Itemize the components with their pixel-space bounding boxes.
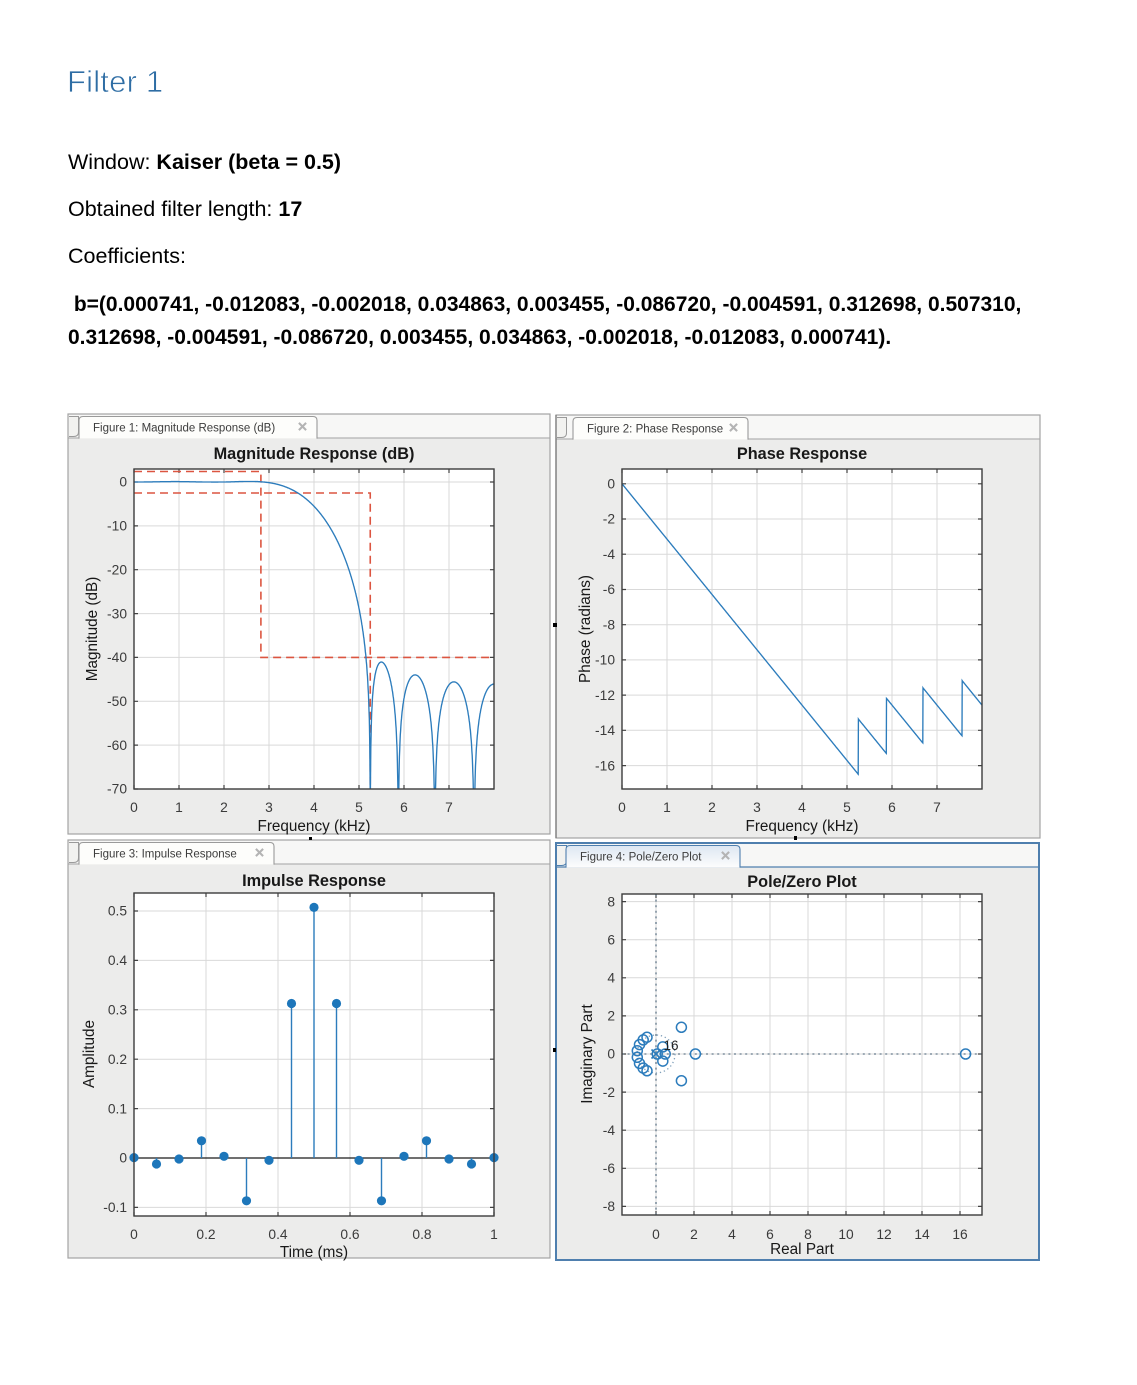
svg-text:-70: -70 xyxy=(107,782,127,797)
svg-text:-2: -2 xyxy=(603,512,615,527)
svg-text:2: 2 xyxy=(690,1227,698,1242)
svg-text:Figure 1: Magnitude Response (: Figure 1: Magnitude Response (dB) xyxy=(93,423,275,435)
svg-text:Figure 3: Impulse Response: Figure 3: Impulse Response xyxy=(93,849,237,861)
svg-text:Frequency (kHz): Frequency (kHz) xyxy=(257,818,370,835)
svg-text:7: 7 xyxy=(933,800,941,815)
svg-text:-2: -2 xyxy=(603,1085,615,1100)
svg-text:2: 2 xyxy=(607,1009,615,1024)
svg-text:14: 14 xyxy=(914,1227,930,1242)
svg-text:-4: -4 xyxy=(603,547,616,562)
svg-text:-4: -4 xyxy=(603,1123,616,1138)
svg-text:-50: -50 xyxy=(107,694,127,709)
svg-text:Impulse Response: Impulse Response xyxy=(242,872,386,890)
svg-text:0: 0 xyxy=(652,1227,660,1242)
svg-text:-6: -6 xyxy=(603,1161,616,1176)
svg-text:-40: -40 xyxy=(107,650,127,665)
svg-text:-12: -12 xyxy=(595,688,615,703)
svg-text:0.4: 0.4 xyxy=(108,953,128,968)
svg-text:0.6: 0.6 xyxy=(340,1227,360,1242)
svg-text:10: 10 xyxy=(838,1227,854,1242)
svg-text:6: 6 xyxy=(888,800,896,815)
svg-text:-6: -6 xyxy=(603,582,616,597)
svg-text:0: 0 xyxy=(607,477,615,492)
svg-text:5: 5 xyxy=(355,800,363,815)
svg-text:Pole/Zero Plot: Pole/Zero Plot xyxy=(747,873,857,891)
svg-text:-20: -20 xyxy=(107,562,127,577)
svg-text:7: 7 xyxy=(445,800,453,815)
svg-text:-10: -10 xyxy=(107,519,127,534)
svg-text:0: 0 xyxy=(607,1047,615,1062)
svg-text:0: 0 xyxy=(119,475,127,490)
svg-text:1: 1 xyxy=(663,800,671,815)
svg-text:-30: -30 xyxy=(107,606,127,621)
svg-text:Amplitude: Amplitude xyxy=(81,1020,98,1088)
svg-text:4: 4 xyxy=(798,800,806,815)
svg-text:Figure 4: Pole/Zero Plot: Figure 4: Pole/Zero Plot xyxy=(580,852,702,864)
svg-text:16: 16 xyxy=(664,1038,679,1053)
svg-text:-14: -14 xyxy=(595,723,615,738)
svg-text:Time (ms): Time (ms) xyxy=(280,1244,348,1261)
svg-text:0: 0 xyxy=(119,1151,127,1166)
svg-text:0.2: 0.2 xyxy=(196,1227,215,1242)
svg-text:6: 6 xyxy=(766,1227,774,1242)
svg-text:0.4: 0.4 xyxy=(268,1227,288,1242)
svg-text:Imaginary Part: Imaginary Part xyxy=(579,1004,596,1104)
svg-text:6: 6 xyxy=(400,800,408,815)
svg-text:1: 1 xyxy=(490,1227,498,1242)
svg-text:3: 3 xyxy=(265,800,273,815)
svg-text:0.3: 0.3 xyxy=(108,1003,128,1018)
svg-text:Phase (radians): Phase (radians) xyxy=(577,575,594,683)
svg-text:2: 2 xyxy=(708,800,716,815)
svg-text:0.5: 0.5 xyxy=(108,904,128,919)
svg-text:2: 2 xyxy=(220,800,228,815)
svg-text:4: 4 xyxy=(310,800,318,815)
svg-text:Phase Response: Phase Response xyxy=(737,445,867,463)
svg-text:1: 1 xyxy=(175,800,183,815)
svg-text:-8: -8 xyxy=(603,617,616,632)
svg-text:16: 16 xyxy=(952,1227,968,1242)
svg-text:4: 4 xyxy=(607,971,615,986)
svg-text:-8: -8 xyxy=(603,1199,616,1214)
svg-text:0: 0 xyxy=(130,1227,138,1242)
svg-text:6: 6 xyxy=(607,932,615,947)
svg-text:0: 0 xyxy=(130,800,138,815)
svg-text:Magnitude Response (dB): Magnitude Response (dB) xyxy=(214,445,415,463)
svg-text:0.2: 0.2 xyxy=(108,1052,127,1067)
svg-text:4: 4 xyxy=(728,1227,736,1242)
svg-text:Magnitude (dB): Magnitude (dB) xyxy=(84,577,101,682)
svg-text:-10: -10 xyxy=(595,653,615,668)
svg-text:0: 0 xyxy=(618,800,626,815)
svg-text:0.8: 0.8 xyxy=(412,1227,432,1242)
svg-text:3: 3 xyxy=(753,800,761,815)
svg-text:-60: -60 xyxy=(107,738,127,753)
svg-text:8: 8 xyxy=(804,1227,812,1242)
svg-text:Figure 2: Phase Response: Figure 2: Phase Response xyxy=(587,424,723,436)
svg-text:-0.1: -0.1 xyxy=(103,1200,127,1215)
svg-text:0.1: 0.1 xyxy=(108,1101,127,1116)
svg-text:12: 12 xyxy=(876,1227,891,1242)
svg-text:5: 5 xyxy=(843,800,851,815)
svg-text:Frequency (kHz): Frequency (kHz) xyxy=(745,818,858,835)
svg-text:-16: -16 xyxy=(595,758,615,773)
svg-text:Real Part: Real Part xyxy=(770,1241,835,1258)
svg-text:8: 8 xyxy=(607,894,615,909)
